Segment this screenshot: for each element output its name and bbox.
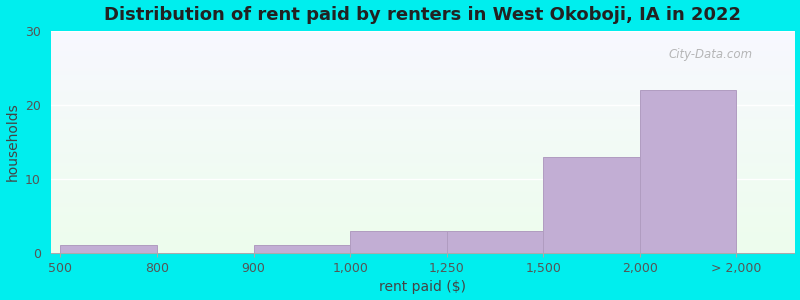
Text: City-Data.com: City-Data.com xyxy=(668,48,752,62)
Title: Distribution of rent paid by renters in West Okoboji, IA in 2022: Distribution of rent paid by renters in … xyxy=(104,6,741,24)
Bar xyxy=(60,245,157,253)
Bar xyxy=(640,90,737,253)
X-axis label: rent paid ($): rent paid ($) xyxy=(379,280,466,294)
Bar xyxy=(446,231,543,253)
Bar xyxy=(350,231,446,253)
Bar xyxy=(254,245,350,253)
Y-axis label: households: households xyxy=(6,102,19,181)
Bar xyxy=(543,157,640,253)
